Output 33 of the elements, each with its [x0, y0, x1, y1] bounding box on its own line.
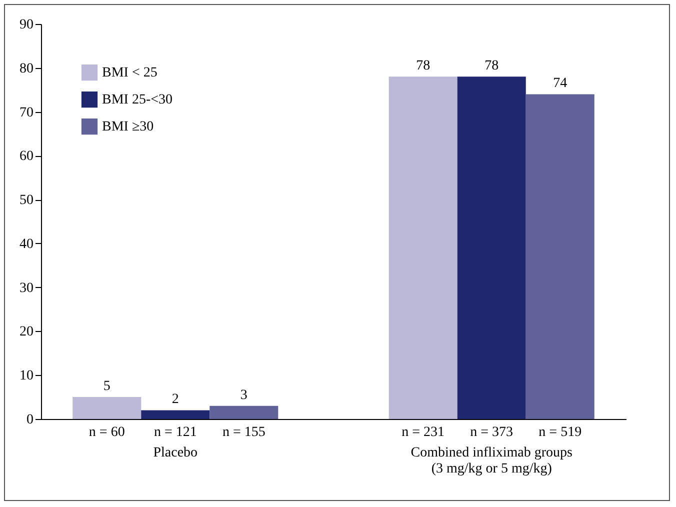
- text: n = 155: [222, 425, 266, 440]
- legend-label: BMI < 25: [102, 66, 158, 80]
- x-tick-label: Placebo: [153, 446, 198, 460]
- bar: [457, 76, 526, 419]
- y-tick-label: 40: [20, 236, 34, 252]
- y-tick-label: 90: [20, 18, 34, 32]
- bar: [526, 94, 594, 419]
- y-tick-label: 60: [20, 149, 34, 164]
- text: n = 231: [402, 425, 445, 440]
- text: n = 519: [538, 425, 582, 440]
- legend-label: BMI ≥30: [102, 120, 154, 134]
- text: n = 121: [154, 425, 197, 440]
- y-tick-label: 70: [20, 105, 34, 120]
- data-label: 78: [484, 58, 499, 74]
- text: n = 373: [470, 425, 514, 440]
- text: n = 60: [88, 425, 125, 440]
- legend-label: BMI 25-<30: [102, 92, 173, 108]
- bar: [141, 410, 210, 419]
- bar: [72, 397, 142, 419]
- y-tick-label: 80: [20, 61, 34, 76]
- x-tick-label: Combined infliximab groups (3 mg/kg or 5 mg/kg): [410, 446, 572, 476]
- y-tick-label: 50: [20, 193, 34, 208]
- data-label: 3: [240, 388, 248, 403]
- data-label: 5: [103, 379, 110, 394]
- y-tick-label: 30: [20, 280, 34, 296]
- y-tick-label: 20: [20, 324, 34, 340]
- data-label: 2: [172, 392, 179, 408]
- data-label: 74: [553, 76, 568, 92]
- y-tick-label: 10: [20, 368, 34, 384]
- y-tick-label: 0: [26, 412, 34, 428]
- data-label: 78: [416, 58, 430, 74]
- bar: [388, 76, 458, 419]
- bar: [210, 406, 278, 419]
